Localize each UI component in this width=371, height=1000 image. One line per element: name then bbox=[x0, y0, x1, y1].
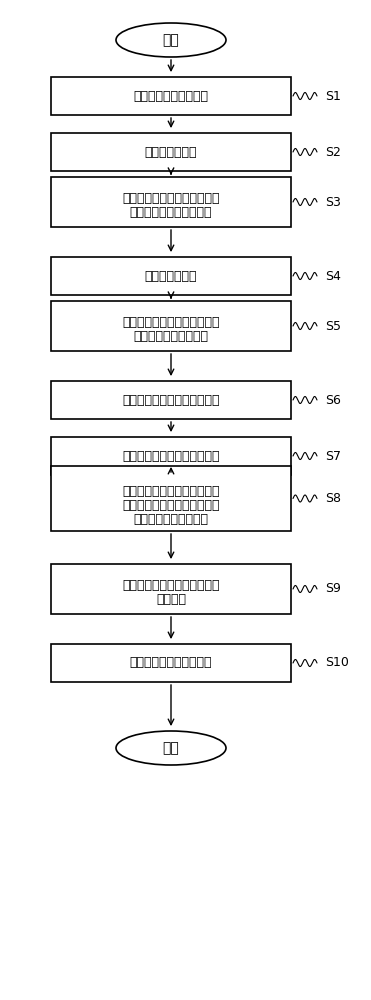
FancyBboxPatch shape bbox=[51, 301, 291, 351]
Text: 形成三维电容的第一金属层、: 形成三维电容的第一金属层、 bbox=[122, 192, 220, 205]
Text: 作为三维电感的一部分: 作为三维电感的一部分 bbox=[134, 330, 209, 343]
FancyBboxPatch shape bbox=[51, 564, 291, 614]
Text: S8: S8 bbox=[325, 492, 341, 505]
Text: 开始: 开始 bbox=[162, 33, 179, 47]
Text: 形成三维电感的平面厚金属再: 形成三维电感的平面厚金属再 bbox=[122, 579, 220, 592]
Text: S7: S7 bbox=[325, 450, 341, 462]
Text: 形成第三绝缘层: 形成第三绝缘层 bbox=[145, 269, 197, 282]
Text: 结束: 结束 bbox=[162, 741, 179, 755]
Text: 去除临时键合，进行封装: 去除临时键合，进行封装 bbox=[130, 656, 212, 670]
Text: 直至露出中心填充金属: 直至露出中心填充金属 bbox=[134, 513, 209, 526]
FancyBboxPatch shape bbox=[51, 133, 291, 171]
Text: S10: S10 bbox=[325, 656, 349, 670]
Text: 制作三维电容测试或连接焊盘: 制作三维电容测试或连接焊盘 bbox=[122, 393, 220, 406]
FancyBboxPatch shape bbox=[51, 466, 291, 531]
Text: 形成第一绝缘层: 形成第一绝缘层 bbox=[145, 145, 197, 158]
FancyBboxPatch shape bbox=[51, 257, 291, 295]
Text: 在衬底上刻蚀形成盲孔: 在衬底上刻蚀形成盲孔 bbox=[134, 90, 209, 103]
Text: S4: S4 bbox=[325, 269, 341, 282]
Text: S3: S3 bbox=[325, 196, 341, 209]
Ellipse shape bbox=[116, 731, 226, 765]
FancyBboxPatch shape bbox=[51, 77, 291, 115]
Ellipse shape bbox=[116, 23, 226, 57]
Text: 形成盲孔内的中心填充金属，: 形成盲孔内的中心填充金属， bbox=[122, 316, 220, 329]
Text: S5: S5 bbox=[325, 320, 341, 332]
Text: S1: S1 bbox=[325, 90, 341, 103]
Text: S9: S9 bbox=[325, 582, 341, 595]
Text: 布线部分: 布线部分 bbox=[156, 593, 186, 606]
Text: S2: S2 bbox=[325, 145, 341, 158]
Text: 第二绝缘层和第二金属层: 第二绝缘层和第二金属层 bbox=[130, 206, 212, 219]
Text: 研磨、抛光衬底背面，并刻蚀: 研磨、抛光衬底背面，并刻蚀 bbox=[122, 499, 220, 512]
Text: S6: S6 bbox=[325, 393, 341, 406]
FancyBboxPatch shape bbox=[51, 437, 291, 475]
Text: 临时键合保护正面图形，机械: 临时键合保护正面图形，机械 bbox=[122, 485, 220, 498]
FancyBboxPatch shape bbox=[51, 381, 291, 419]
FancyBboxPatch shape bbox=[51, 644, 291, 682]
Text: 制作三维电感测试或连接焊盘: 制作三维电感测试或连接焊盘 bbox=[122, 450, 220, 462]
FancyBboxPatch shape bbox=[51, 177, 291, 227]
